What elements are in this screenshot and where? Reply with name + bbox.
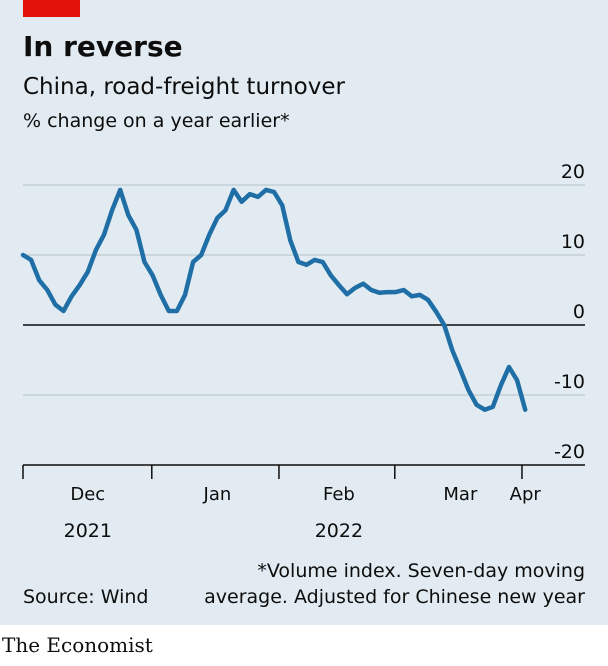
chart-title: In reverse (23, 30, 183, 63)
x-tick-label: Mar (443, 484, 478, 505)
year-label: 2021 (64, 520, 112, 542)
x-tick-label: Apr (510, 484, 542, 505)
year-label: 2022 (315, 520, 363, 542)
y-tick-label: 20 (561, 161, 585, 183)
footnote: *Volume index. Seven-day moving (257, 560, 585, 582)
x-tick-label: Jan (203, 484, 232, 505)
unit-label: % change on a year earlier* (23, 110, 290, 132)
chart-subtitle: China, road-freight turnover (23, 74, 345, 100)
x-tick-label: Feb (323, 484, 355, 505)
source: Source: Wind (23, 586, 148, 608)
data-line (20, 187, 528, 412)
brand: The Economist (2, 633, 153, 657)
y-tick-label: 10 (561, 231, 585, 253)
y-tick-label: -10 (554, 371, 585, 393)
x-tick-label: Dec (70, 484, 105, 505)
footnote: average. Adjusted for Chinese new year (204, 586, 585, 608)
red-tag (23, 0, 80, 17)
y-tick-label: 0 (573, 301, 585, 323)
y-tick-label: -20 (554, 441, 585, 463)
footer-band (0, 625, 608, 662)
background (0, 0, 608, 625)
